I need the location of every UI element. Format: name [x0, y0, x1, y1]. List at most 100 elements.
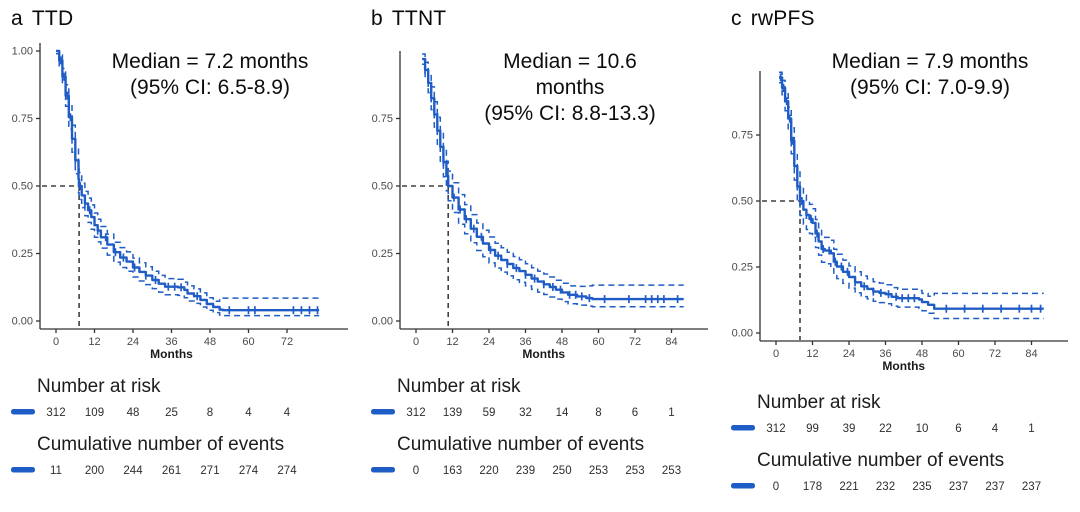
cumulative-events-row: 0 178 221 232 235 237 237 237 [731, 481, 1041, 493]
count-value: 11 [50, 465, 62, 477]
x-tick-label: 0 [53, 336, 59, 348]
count-value: 39 [843, 423, 856, 435]
x-tick-label: 48 [204, 336, 216, 348]
y-tick-label: 0.75 [12, 113, 33, 125]
censor-marks [59, 56, 319, 315]
count-value: 4 [245, 407, 252, 419]
count-value: 163 [443, 465, 462, 477]
x-tick-label: 12 [446, 336, 458, 348]
km-survival-curve [56, 49, 320, 312]
x-tick-label: 72 [629, 336, 641, 348]
x-tick-label: 60 [242, 336, 254, 348]
panel-endpoint-label: TTNT [391, 7, 447, 30]
count-value: 99 [806, 423, 819, 435]
count-value: 4 [284, 407, 291, 419]
median-reference-lines [42, 185, 80, 328]
count-value: 253 [662, 465, 681, 477]
count-value: 25 [165, 407, 178, 419]
legend-curve-dash [11, 409, 35, 415]
count-value: 312 [406, 407, 425, 419]
legend-curve-dash [371, 467, 395, 473]
ci-lower-line [779, 81, 1044, 320]
x-tick-label: 72 [281, 336, 293, 348]
km-chart-rwpfs: 0 12 24 36 48 60 72 84 0.75 0.50 0.25 0.00 Months [732, 71, 1068, 373]
count-value: 32 [519, 407, 532, 419]
x-tick-label: 60 [952, 348, 964, 360]
x-tick-label: 36 [165, 336, 177, 348]
count-value: 250 [552, 465, 571, 477]
count-values: 0 178 221 232 235 237 237 237 [773, 481, 1041, 493]
x-axis-title: Months [522, 347, 565, 361]
x-axis-title: Months [150, 347, 193, 361]
number-at-risk-heading: Number at risk [37, 376, 161, 397]
panel-rwpfs: c rwPFS 0 12 24 36 48 60 72 84 0.75 0.50 0.25 0.00 Mo… [720, 0, 1080, 497]
x-tick-label: 48 [556, 336, 568, 348]
censor-marks [424, 65, 679, 304]
median-reference-lines [402, 185, 449, 328]
number-at-risk-row: 312 99 39 22 10 6 4 1 [731, 423, 1035, 435]
count-value: 8 [207, 407, 213, 419]
panel-ttnt: b TTNT 0 12 24 36 48 60 72 84 0.75 0.50 0.25 0.00 Mon… [360, 0, 720, 497]
count-value: 312 [766, 423, 785, 435]
count-values: 312 139 59 32 14 8 6 1 [406, 407, 674, 419]
panel-ttd: a TTD 0 12 24 36 48 60 72 1.00 0.75 0.50 0.25 0.00 Mo… [0, 0, 360, 497]
count-value: 8 [595, 407, 601, 419]
y-tick-label: 0.50 [12, 181, 33, 193]
y-tick-label: 0.25 [12, 248, 33, 260]
legend-curve-dash [11, 467, 35, 473]
number-at-risk-heading: Number at risk [757, 392, 881, 413]
ci-lower-line [56, 52, 320, 317]
ci-upper-line [779, 71, 1044, 298]
y-tick-label: 0.75 [372, 113, 393, 125]
count-values: 0 163 220 239 250 253 253 253 [413, 465, 681, 477]
number-at-risk-row: 312 139 59 32 14 8 6 1 [371, 407, 675, 419]
panel-endpoint-label: TTD [31, 7, 74, 30]
ci-upper-line [56, 50, 320, 303]
axis-tick-labels: 0 12 24 36 48 60 72 84 0.75 0.50 0.25 0.00 [732, 130, 1038, 361]
km-survival-curve [779, 76, 1044, 310]
km-survival-curve [422, 57, 684, 301]
cumulative-events-heading: Cumulative number of events [397, 434, 645, 455]
count-value: 261 [162, 465, 181, 477]
count-value: 220 [479, 465, 498, 477]
count-value: 237 [985, 481, 1004, 493]
confidence-interval-band [422, 53, 684, 308]
legend-curve-dash [731, 425, 755, 431]
count-values: 312 109 48 25 8 4 4 [46, 407, 290, 419]
count-value: 235 [912, 481, 931, 493]
panel-title-ttnt: b TTNT [371, 7, 720, 31]
axis-tick-labels: 0 12 24 36 48 60 72 1.00 0.75 0.50 0.25 0.00 [12, 46, 294, 349]
count-value: 239 [516, 465, 535, 477]
count-values: 11 200 244 261 271 274 274 [50, 465, 297, 477]
ci-upper-line [422, 53, 684, 288]
legend-curve-dash [731, 483, 755, 489]
count-value: 1 [1028, 423, 1034, 435]
count-value: 312 [46, 407, 65, 419]
axis-tick-labels: 0 12 24 36 48 60 72 84 0.75 0.50 0.25 0.00 [372, 113, 678, 348]
km-figure: a TTD 0 12 24 36 48 60 72 1.00 0.75 0.50 0.25 0.00 Mo… [0, 0, 1080, 497]
count-value: 178 [803, 481, 822, 493]
y-tick-label: 1.00 [12, 46, 33, 58]
y-tick-label: 0.75 [732, 130, 753, 142]
count-value: 253 [589, 465, 608, 477]
cumulative-events-row: 11 200 244 261 271 274 274 [11, 465, 297, 477]
cumulative-events-heading: Cumulative number of events [37, 434, 285, 455]
panel-endpoint-label: rwPFS [750, 7, 815, 30]
x-tick-label: 12 [806, 348, 818, 360]
axes [36, 43, 348, 333]
x-tick-label: 60 [592, 336, 604, 348]
y-tick-label: 0.50 [732, 196, 753, 208]
censor-marks [779, 73, 1042, 313]
count-value: 0 [413, 465, 419, 477]
ci-lower-line [422, 63, 684, 308]
y-tick-label: 0.25 [372, 248, 393, 260]
count-value: 6 [955, 423, 961, 435]
count-value: 274 [277, 465, 297, 477]
count-value: 10 [916, 423, 929, 435]
x-tick-label: 12 [88, 336, 100, 348]
km-chart-ttnt: 0 12 24 36 48 60 72 84 0.75 0.50 0.25 0.00 Months [372, 51, 708, 361]
y-tick-label: 0.00 [732, 328, 753, 340]
count-value: 232 [876, 481, 895, 493]
number-at-risk-row: 312 109 48 25 8 4 4 [11, 407, 291, 419]
legend-curve-dash [371, 409, 395, 415]
